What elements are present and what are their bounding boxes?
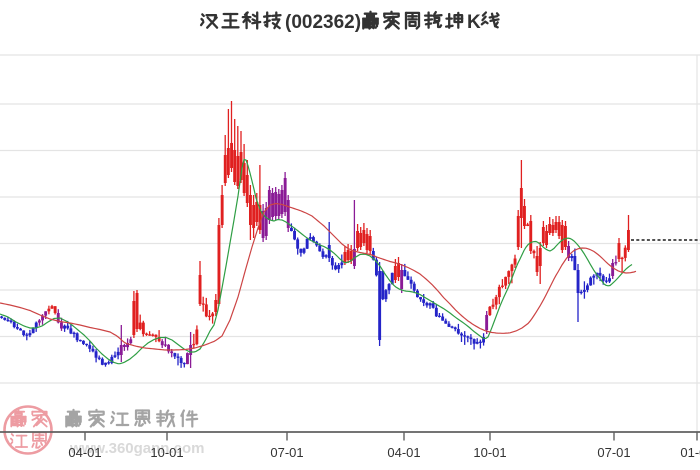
svg-text:(002362): (002362) [285, 12, 361, 33]
svg-text:04-01: 04-01 [387, 445, 420, 460]
svg-text:07-01: 07-01 [597, 445, 630, 460]
svg-text:04-01: 04-01 [68, 445, 101, 460]
svg-text:07-01: 07-01 [270, 445, 303, 460]
svg-text:10-01: 10-01 [473, 445, 506, 460]
svg-text:K: K [467, 12, 481, 33]
svg-text:01-01: 01-01 [680, 445, 700, 460]
svg-text:10-01: 10-01 [150, 445, 183, 460]
svg-text:www.360gann.com: www.360gann.com [69, 440, 204, 457]
